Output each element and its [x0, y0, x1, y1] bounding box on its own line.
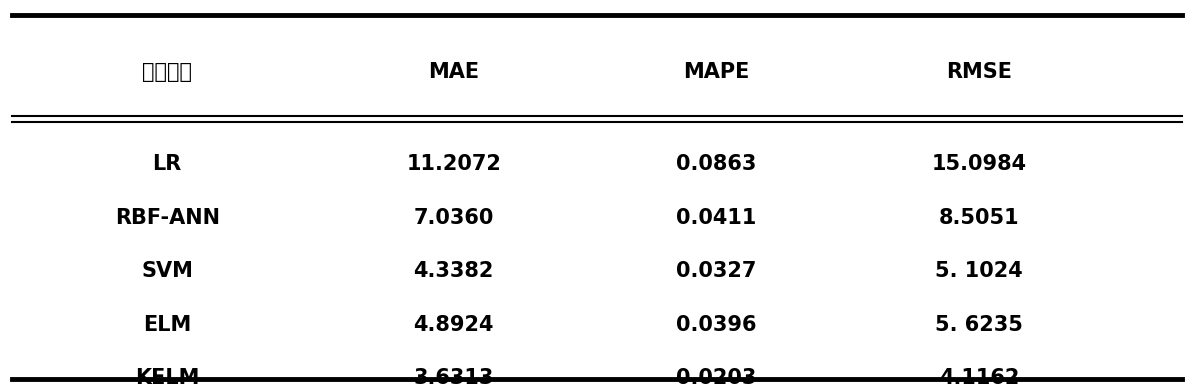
- Text: ELM: ELM: [143, 315, 191, 335]
- Text: 4.8924: 4.8924: [413, 315, 494, 335]
- Text: 0.0327: 0.0327: [676, 261, 757, 281]
- Text: 0.0396: 0.0396: [676, 315, 757, 335]
- Text: KELM: KELM: [135, 368, 199, 387]
- Text: 3.6313: 3.6313: [413, 368, 494, 387]
- Text: RBF-ANN: RBF-ANN: [115, 208, 220, 228]
- Text: 5. 1024: 5. 1024: [935, 261, 1023, 281]
- Text: 0.0863: 0.0863: [676, 154, 757, 175]
- Text: SVM: SVM: [141, 261, 193, 281]
- Text: 8.5051: 8.5051: [938, 208, 1020, 228]
- Text: 0.0203: 0.0203: [676, 368, 757, 387]
- Text: 5. 6235: 5. 6235: [935, 315, 1023, 335]
- Text: 4.3382: 4.3382: [413, 261, 494, 281]
- Text: MAE: MAE: [429, 62, 479, 82]
- Text: 15.0984: 15.0984: [931, 154, 1027, 175]
- Text: LR: LR: [153, 154, 181, 175]
- Text: 11.2072: 11.2072: [406, 154, 501, 175]
- Text: RMSE: RMSE: [946, 62, 1013, 82]
- Text: 7.0360: 7.0360: [413, 208, 494, 228]
- Text: MAPE: MAPE: [683, 62, 750, 82]
- Text: 0.0411: 0.0411: [676, 208, 757, 228]
- Text: 4.1162: 4.1162: [938, 368, 1020, 387]
- Text: 训练对比: 训练对比: [142, 62, 192, 82]
